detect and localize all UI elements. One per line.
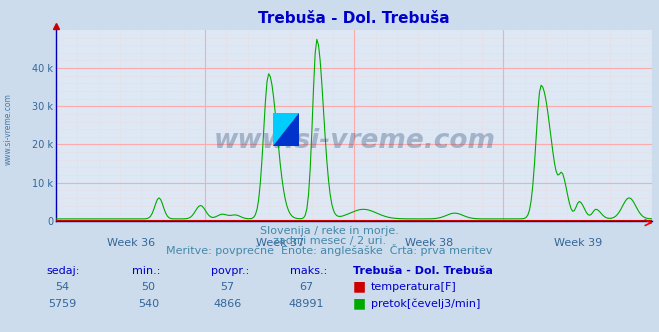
Text: Week 37: Week 37	[256, 238, 304, 248]
Text: maks.:: maks.:	[290, 266, 328, 276]
Text: povpr.:: povpr.:	[211, 266, 249, 276]
Text: www.si-vreme.com: www.si-vreme.com	[214, 127, 495, 154]
Text: temperatura[F]: temperatura[F]	[371, 283, 457, 292]
Text: sedaj:: sedaj:	[46, 266, 80, 276]
Text: 5759: 5759	[49, 299, 76, 309]
Text: 57: 57	[220, 283, 235, 292]
Title: Trebuša - Dol. Trebuša: Trebuša - Dol. Trebuša	[258, 11, 450, 26]
Text: 54: 54	[55, 283, 70, 292]
Polygon shape	[273, 113, 299, 146]
Text: 48991: 48991	[289, 299, 324, 309]
Text: Slovenija / reke in morje.: Slovenija / reke in morje.	[260, 226, 399, 236]
Text: Week 39: Week 39	[554, 238, 602, 248]
Text: ■: ■	[353, 296, 366, 310]
Text: min.:: min.:	[132, 266, 160, 276]
Text: 4866: 4866	[214, 299, 241, 309]
Text: pretok[čevelj3/min]: pretok[čevelj3/min]	[371, 298, 480, 309]
Text: Meritve: povprečne  Enote: anglešaške  Črta: prva meritev: Meritve: povprečne Enote: anglešaške Črt…	[166, 244, 493, 256]
Text: ■: ■	[353, 280, 366, 293]
Text: 50: 50	[141, 283, 156, 292]
Text: Week 38: Week 38	[405, 238, 453, 248]
Text: 67: 67	[299, 283, 314, 292]
Text: Week 36: Week 36	[107, 238, 155, 248]
Text: zadnji mesec / 2 uri.: zadnji mesec / 2 uri.	[273, 236, 386, 246]
Text: www.si-vreme.com: www.si-vreme.com	[4, 94, 13, 165]
Text: Trebuša - Dol. Trebuša: Trebuša - Dol. Trebuša	[353, 266, 492, 276]
Text: 540: 540	[138, 299, 159, 309]
Polygon shape	[273, 113, 299, 146]
